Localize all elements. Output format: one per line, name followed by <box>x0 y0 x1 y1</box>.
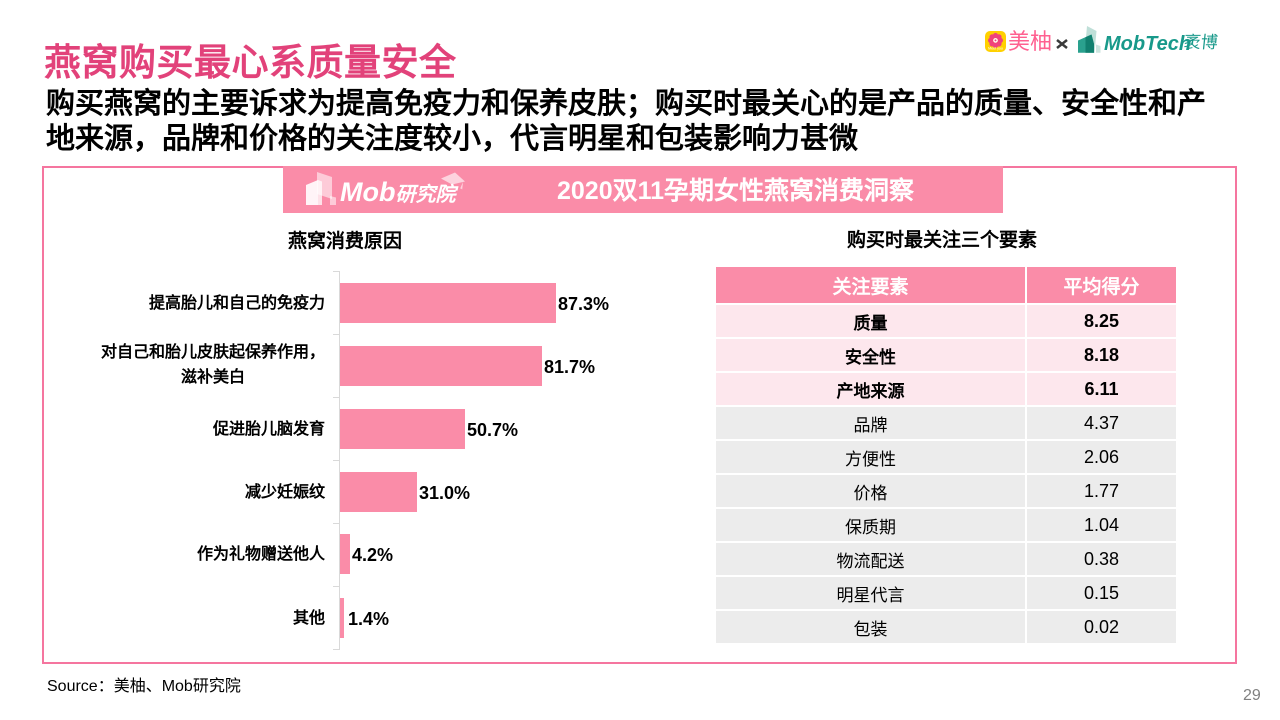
svg-text:Meet you: Meet you <box>988 47 1003 51</box>
